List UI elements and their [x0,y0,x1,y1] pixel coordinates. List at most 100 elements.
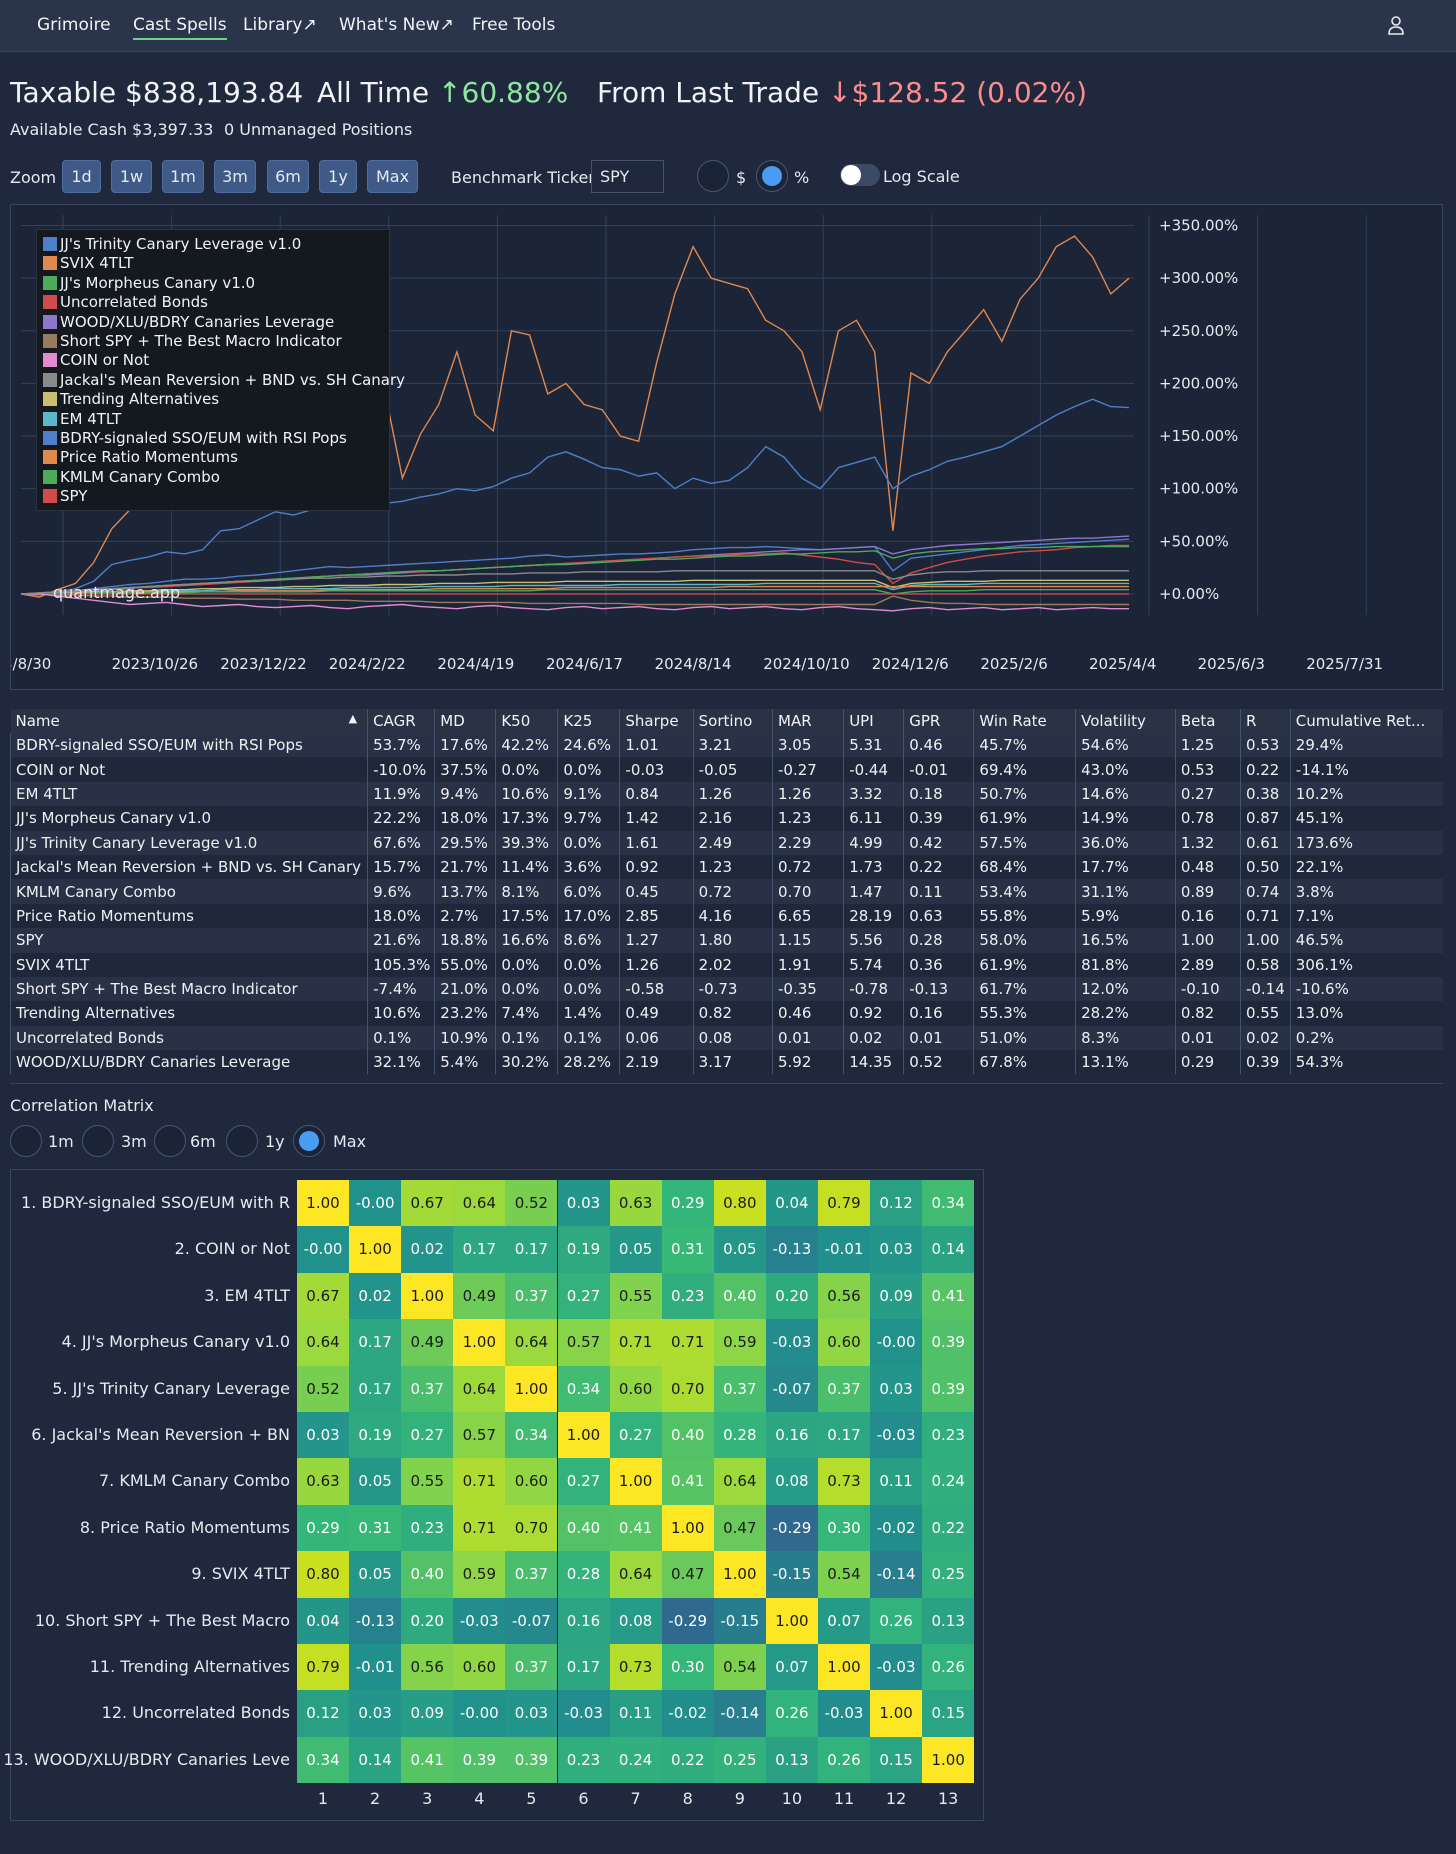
table-cell: 14.6% [1075,781,1176,807]
legend-item[interactable]: Uncorrelated Bonds [43,293,208,312]
table-cell: 5.56 [843,928,904,953]
table-cell: 3.6% [557,854,620,880]
zoom-1w-button[interactable]: 1w [111,160,152,193]
zoom-1y-button[interactable]: 1y [319,160,357,193]
table-row[interactable]: JJ's Morpheus Canary v1.0 22.2% 18.0% 17.3%… [9,806,1443,831]
legend-item[interactable]: Jackal's Mean Reversion + BND vs. SH Can… [43,371,405,390]
legend-item[interactable]: SVIX 4TLT [43,254,133,273]
zoom-3m-button[interactable]: 3m [214,160,256,193]
table-cell: JJ's Morpheus Canary v1.0 [9,806,368,831]
table-cell: 0.02 [1239,1025,1291,1051]
legend-item[interactable]: WOOD/XLU/BDRY Canaries Leverage [43,313,334,332]
column-header[interactable]: Win Rate [973,709,1076,733]
nav-library[interactable]: Library↗ [243,15,317,35]
series-line [20,570,1129,595]
zoom-max-button[interactable]: Max [367,160,418,193]
table-cell: 0.53 [1239,733,1291,758]
legend-item[interactable]: COIN or Not [43,351,149,370]
table-row[interactable]: JJ's Trinity Canary Leverage v1.0 67.6% 29… [9,830,1443,855]
column-header[interactable]: Sortino [692,709,773,733]
column-header[interactable]: Cumulative Ret... [1289,709,1443,733]
legend-item[interactable]: JJ's Morpheus Canary v1.0 [43,274,255,293]
table-row[interactable]: COIN or Not -10.0% 37.5% 0.0% 0.0% -0.03 -0.05… [9,757,1443,782]
matrix-cell: 0.52 [297,1365,349,1412]
column-header[interactable]: Name ▲ [10,709,368,733]
table-cell: 12.0% [1075,976,1176,1002]
table-row[interactable]: Price Ratio Momentums 18.0% 2.7% 17.5% 17.0%… [9,903,1443,929]
table-cell: 0.92 [619,854,694,880]
nav-free-tools[interactable]: Free Tools [472,15,556,35]
table-row[interactable]: KMLM Canary Combo 9.6% 13.7% 8.1% 6.0% 0.45 0.… [9,879,1443,904]
unit-percent-radio[interactable] [756,160,788,192]
matrix-cell: 0.07 [818,1597,870,1644]
matrix-cell: 0.04 [297,1597,349,1644]
nav-grimoire[interactable]: Grimoire [37,15,111,35]
user-icon[interactable] [1386,14,1406,36]
legend-item[interactable]: Price Ratio Momentums [43,448,238,467]
table-cell: 18.0% [434,806,496,831]
column-header[interactable]: K50 [495,709,558,733]
legend-item[interactable]: BDRY-signaled SSO/EUM with RSI Pops [43,429,347,448]
table-cell: 0.36 [903,952,974,977]
nav-cast-spells[interactable]: Cast Spells [133,15,227,40]
table-cell: 0.48 [1174,854,1241,880]
table-row[interactable]: Trending Alternatives 10.6% 23.2% 7.4% 1.4% 0… [9,1001,1443,1026]
period-radio-1m[interactable] [10,1125,42,1157]
stats-body: BDRY-signaled SSO/EUM with RSI Pops 53.7%… [9,733,1443,1075]
column-header[interactable]: Volatility [1075,709,1176,733]
matrix-cell: 0.29 [297,1504,349,1552]
chart-legend: JJ's Trinity Canary Leverage v1.0 SVIX 4T… [36,229,405,511]
matrix-cell: 0.67 [297,1272,349,1320]
period-radio-6m[interactable] [154,1125,186,1157]
table-cell: 6.65 [771,903,844,929]
table-cell: 0.06 [619,1025,694,1051]
table-cell: 0.92 [843,1001,904,1026]
series-line [21,579,1129,595]
table-row[interactable]: WOOD/XLU/BDRY Canaries Leverage 32.1% 5.4%… [9,1050,1443,1075]
matrix-cell: 0.59 [713,1319,766,1366]
table-cell: 10.6% [367,1001,435,1026]
benchmark-ticker-input[interactable]: SPY [591,160,664,193]
table-cell: 9.4% [434,781,496,807]
matrix-cell: 1.00 [609,1458,662,1505]
column-header[interactable]: Sharpe [619,709,694,733]
legend-item[interactable]: KMLM Canary Combo [43,468,220,487]
unit-dollar-radio[interactable] [697,160,729,192]
period-radio-1y[interactable] [226,1125,258,1157]
table-row[interactable]: BDRY-signaled SSO/EUM with RSI Pops 53.7%… [9,733,1443,758]
table-row[interactable]: Short SPY + The Best Macro Indicator -7.4… [9,976,1443,1002]
column-header[interactable]: MD [434,709,496,733]
table-row[interactable]: EM 4TLT 11.9% 9.4% 10.6% 9.1% 0.84 1.26 1.26 3.3… [9,781,1443,807]
table-row[interactable]: SPY 21.6% 18.8% 16.6% 8.6% 1.27 1.80 1.15 5.56 0.… [9,928,1443,953]
legend-item[interactable]: Trending Alternatives [43,390,219,409]
matrix-cell: 0.64 [297,1319,349,1366]
legend-item[interactable]: Short SPY + The Best Macro Indicator [43,332,342,351]
y-tick-label: +50.00% [1159,532,1229,550]
zoom-6m-button[interactable]: 6m [267,160,309,193]
column-header[interactable]: Beta [1174,709,1241,733]
legend-label: KMLM Canary Combo [60,467,220,486]
column-header[interactable]: K25 [557,709,620,733]
column-header[interactable]: MAR [771,709,844,733]
table-cell: 21.0% [434,976,496,1002]
top-nav: Grimoire Cast Spells Library↗ What's New… [0,0,1456,52]
table-cell: 9.1% [557,781,620,807]
table-row[interactable]: SVIX 4TLT 105.3% 55.0% 0.0% 0.0% 1.26 2.02 1.91… [9,952,1443,977]
column-header[interactable]: CAGR [367,709,435,733]
zoom-1m-button[interactable]: 1m [162,160,204,193]
column-header[interactable]: UPI [843,709,904,733]
table-row[interactable]: Uncorrelated Bonds 0.1% 10.9% 0.1% 0.1% 0.06 0… [9,1025,1443,1051]
legend-item[interactable]: EM 4TLT [43,410,121,429]
legend-item[interactable]: JJ's Trinity Canary Leverage v1.0 [43,235,301,254]
period-radio-max[interactable] [293,1125,325,1157]
period-radio-3m[interactable] [82,1125,114,1157]
nav-whats-new[interactable]: What's New↗ [339,15,454,35]
zoom-1d-button[interactable]: 1d [62,160,101,193]
log-scale-toggle[interactable] [840,164,880,186]
matrix-cell: 0.27 [557,1458,610,1505]
column-header[interactable]: GPR [903,709,974,733]
x-tick-label: 2024/10/10 [763,655,849,673]
legend-item[interactable]: SPY [43,487,87,506]
table-row[interactable]: Jackal's Mean Reversion + BND vs. SH Can… [9,854,1443,880]
column-header[interactable]: R [1239,709,1291,733]
